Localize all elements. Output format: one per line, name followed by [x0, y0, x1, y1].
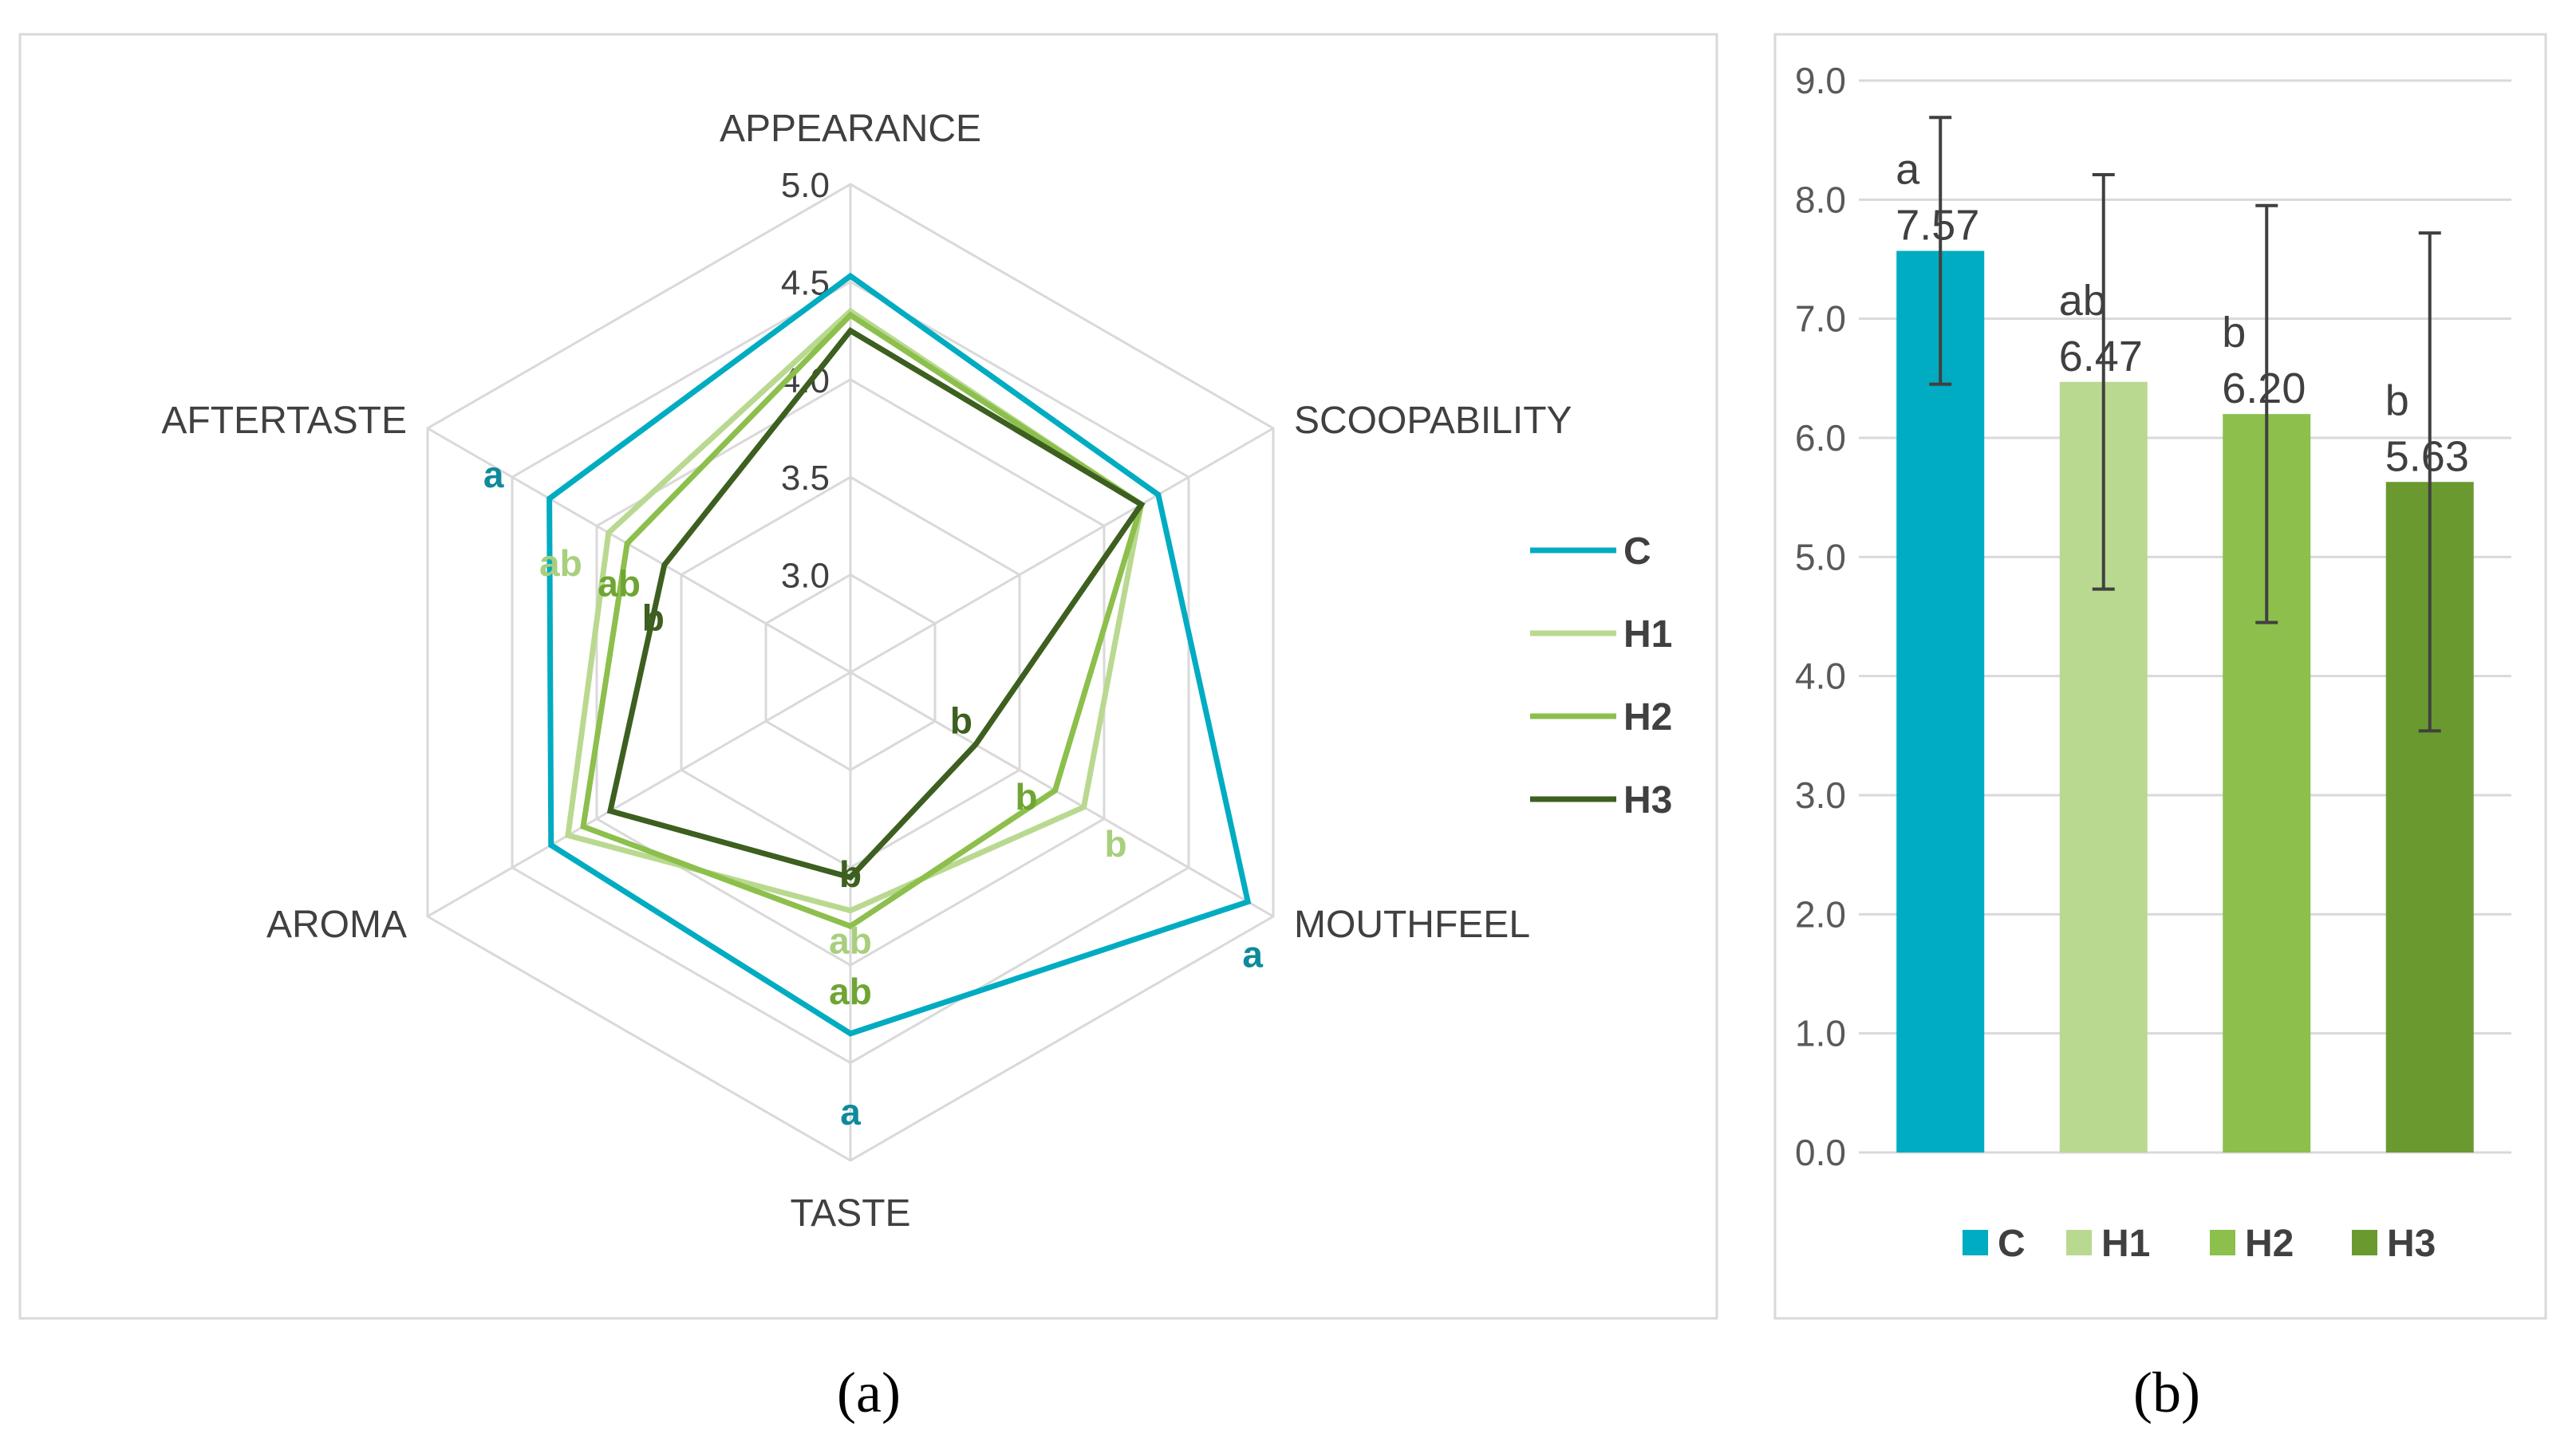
y-tick-label: 0.0 [1795, 1132, 1846, 1173]
radar-letter-h1-taste: ab [829, 920, 872, 962]
bar-legend-swatch-h3 [2352, 1230, 2377, 1255]
y-tick-label: 5.0 [1795, 536, 1846, 577]
caption-a: (a) [837, 1361, 901, 1424]
y-tick-label: 3.0 [1795, 774, 1846, 816]
radar-letter-h2-taste: ab [829, 971, 872, 1012]
y-tick-label: 2.0 [1795, 893, 1846, 935]
axis-label-scoopability: SCOOPABILITY [1294, 400, 1572, 442]
y-tick-label: 4.0 [1795, 656, 1846, 697]
radar-letter-h3-taste: b [839, 853, 862, 895]
radar-tick-label: 5.0 [781, 166, 830, 205]
bar-value-label-c: 7.57 [1896, 202, 1979, 250]
radar-letter-h1-aftertaste: ab [539, 542, 582, 584]
bar-c [1896, 250, 1985, 1153]
radar-letter-c-taste: a [840, 1091, 861, 1133]
y-tick-label: 9.0 [1795, 60, 1846, 101]
bar-value-label-h1: 6.47 [2059, 333, 2143, 380]
legend-label-c: C [1623, 530, 1651, 573]
radar-letter-c-aftertaste: a [483, 454, 504, 495]
radar-spoke-aroma [427, 671, 851, 918]
radar-letter-h2-mouthfeel: b [1015, 776, 1037, 818]
bar-letter-h1: ab [2059, 277, 2107, 325]
bar-legend: C H1 H2 H3 [1963, 1223, 2436, 1265]
bar-legend-swatch-h1 [2066, 1230, 2092, 1255]
axis-label-aftertaste: AFTERTASTE [161, 400, 407, 442]
y-tick-label: 6.0 [1795, 417, 1846, 459]
y-tick-label: 7.0 [1795, 298, 1846, 340]
legend-label-h3: H3 [1623, 779, 1672, 822]
legend-label-h2: H2 [1623, 696, 1672, 739]
bar-legend-swatch-c [1963, 1230, 1988, 1255]
axis-label-mouthfeel: MOUTHFEEL [1294, 904, 1530, 946]
bar-chart: 0.0 1.0 2.0 3.0 4.0 5.0 6.0 7.0 8.0 9.0 a 7.57 ab 6.4… [1795, 60, 2511, 1173]
axis-label-taste: TASTE [790, 1192, 910, 1235]
bar-legend-label-c: C [1998, 1223, 2026, 1265]
caption-b: (b) [2133, 1361, 2200, 1424]
radar-spoke-aftertaste [427, 427, 851, 674]
bar-legend-label-h3: H3 [2387, 1223, 2436, 1265]
radar-letter-c-mouthfeel: a [1242, 934, 1263, 975]
bar-value-label-h3: 5.63 [2385, 432, 2469, 480]
bar-legend-label-h2: H2 [2245, 1223, 2294, 1265]
radar-series-h3 [606, 327, 1146, 881]
axis-label-appearance: APPEARANCE [720, 108, 981, 150]
radar-spoke-scoopability [850, 427, 1274, 674]
radar-legend: C H1 H2 H3 [1530, 530, 1672, 822]
radar-letter-h2-aftertaste: ab [598, 562, 641, 604]
y-tick-label: 8.0 [1795, 179, 1846, 220]
bar-legend-label-h1: H1 [2101, 1223, 2150, 1265]
radar-chart: 3.03.54.04.55.0APPEARANCESCOOPABILITYMOU… [161, 108, 1572, 1235]
bar-value-label-h2: 6.20 [2222, 364, 2306, 412]
radar-spoke-mouthfeel [850, 671, 1274, 918]
radar-series-c [546, 272, 1252, 1037]
bar-legend-swatch-h2 [2210, 1230, 2235, 1255]
radar-tick-label: 3.0 [781, 557, 830, 596]
y-tick-label: 1.0 [1795, 1013, 1846, 1054]
radar-tick-label: 3.5 [781, 459, 830, 498]
radar-letter-h3-aftertaste: b [642, 597, 665, 638]
bar-letter-c: a [1896, 146, 1920, 194]
axis-label-aroma: AROMA [266, 904, 407, 946]
radar-letter-h1-mouthfeel: b [1105, 823, 1127, 865]
legend-label-h1: H1 [1623, 613, 1672, 656]
radar-letter-h3-mouthfeel: b [950, 700, 972, 742]
bar-letter-h2: b [2222, 309, 2246, 357]
radar-panel-frame [18, 33, 1718, 1320]
bar-letter-h3: b [2385, 376, 2409, 424]
